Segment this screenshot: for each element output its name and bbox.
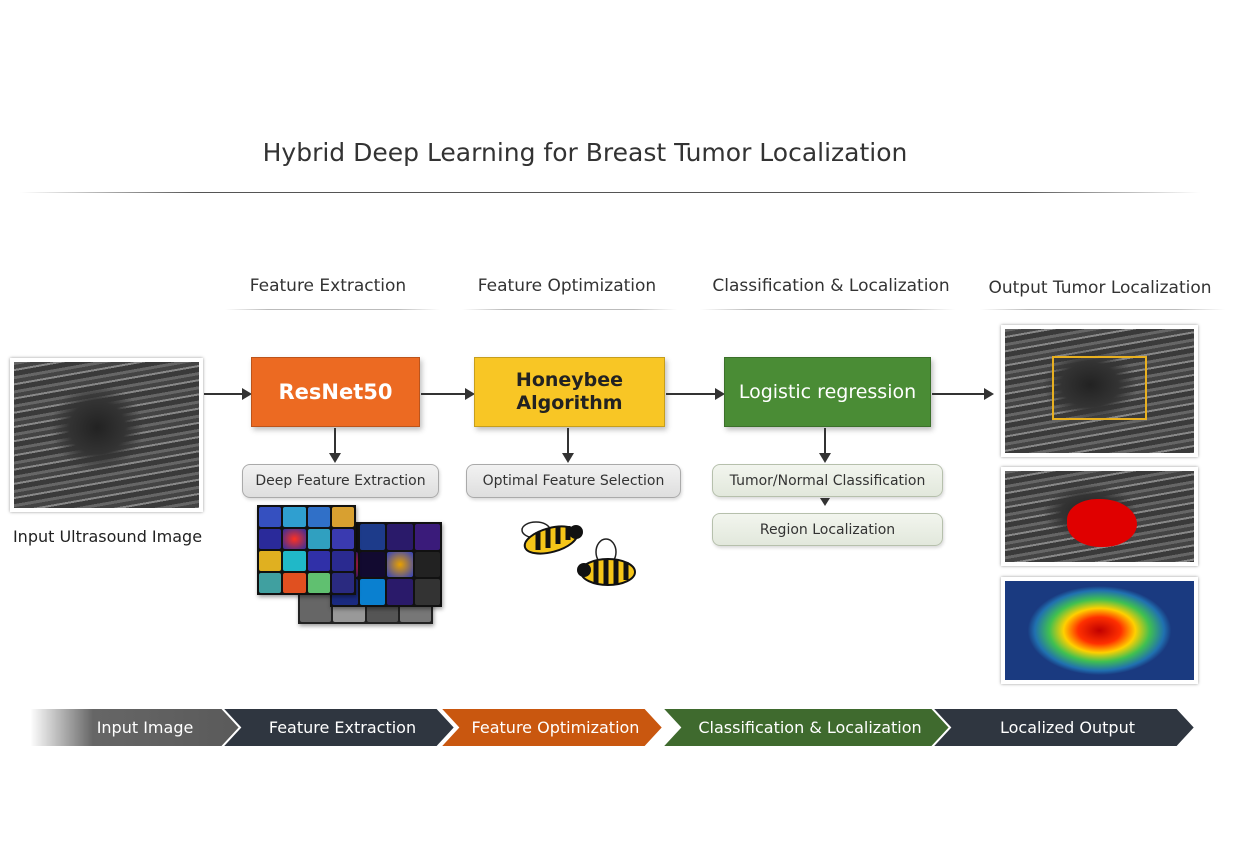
- pipeline-step-label: Localized Output: [1000, 718, 1135, 737]
- arrow-icon: [666, 388, 725, 400]
- feature-maps-color: [257, 505, 356, 595]
- diagram-title: Hybrid Deep Learning for Breast Tumor Lo…: [262, 138, 908, 167]
- output-segmentation-image: [1001, 467, 1198, 566]
- section-output: Output Tumor Localization: [988, 278, 1212, 298]
- section-feature-optimization: Feature Optimization: [477, 276, 657, 296]
- output-bounding-box-image: [1001, 325, 1198, 457]
- pipeline-bar: Input Image Feature Extraction Feature Opt…: [29, 707, 1197, 748]
- pipeline-step-label: Input Image: [97, 718, 194, 737]
- section-feature-extraction: Feature Extraction: [249, 276, 407, 296]
- pipeline-step-1: [219, 707, 457, 748]
- optimal-feature-selection-pill: Optimal Feature Selection: [466, 464, 681, 498]
- input-label: Input Ultrasound Image: [12, 527, 203, 546]
- honeybee-block: Honeybee Algorithm: [474, 357, 665, 427]
- arrow-down-icon: [819, 428, 831, 463]
- input-ultrasound-image: [10, 358, 203, 512]
- pipeline-step-label: Feature Extraction: [269, 718, 416, 737]
- pipeline-step-label: Feature Optimization: [472, 718, 640, 737]
- tumor-bounding-box: [1052, 356, 1147, 420]
- logistic-regression-block: Logistic regression: [724, 357, 931, 427]
- arrow-icon: [932, 388, 994, 400]
- pipeline-step-4: [929, 707, 1197, 748]
- arrow-down-icon: [562, 428, 574, 463]
- section-underline: [462, 309, 677, 310]
- section-classification-localization: Classification & Localization: [712, 276, 950, 296]
- region-localization-pill: Region Localization: [712, 513, 943, 546]
- arrow-down-icon: [329, 428, 341, 463]
- bee-icon: [577, 538, 636, 586]
- title-divider: [20, 192, 1200, 193]
- pipeline-step-2: [437, 707, 665, 748]
- resnet50-block: ResNet50: [251, 357, 420, 427]
- arrow-icon: [204, 388, 252, 400]
- section-underline: [225, 309, 440, 310]
- pipeline-step-label: Classification & Localization: [698, 718, 921, 737]
- bees-icon: [521, 521, 636, 586]
- output-heatmap-image: [1001, 577, 1198, 684]
- arrow-icon: [421, 388, 475, 400]
- tumor-mask: [1067, 499, 1137, 547]
- arrow-down-icon: [820, 498, 830, 506]
- bee-icon: [521, 521, 583, 555]
- section-underline: [700, 309, 955, 310]
- section-underline: [980, 309, 1225, 310]
- tumor-normal-classification-pill: Tumor/Normal Classification: [712, 464, 943, 497]
- deep-feature-extraction-pill: Deep Feature Extraction: [242, 464, 439, 498]
